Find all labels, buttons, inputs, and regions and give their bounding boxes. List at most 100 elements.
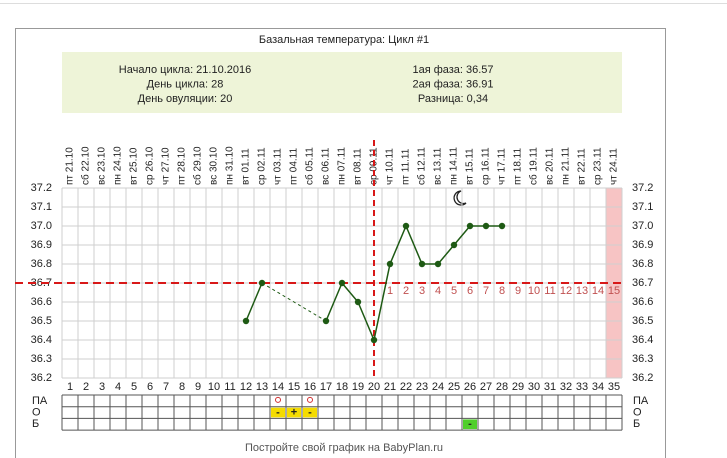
footer: Постройте свой график на BabyPlan.ru	[245, 442, 443, 454]
row-cell	[287, 407, 301, 418]
date-label: чт 24.11	[609, 148, 620, 185]
date-label: сб 22.10	[80, 146, 92, 185]
x-tick-label: 10	[208, 381, 220, 393]
phase2-label: 7	[483, 285, 489, 297]
y-tick-label-right: 36.8	[632, 258, 653, 270]
temperature-point	[322, 317, 330, 325]
x-tick-label: 13	[256, 381, 268, 393]
x-tick-label: 2	[83, 381, 89, 393]
x-tick-label: 7	[163, 381, 169, 393]
temperature-point	[466, 222, 474, 230]
info-text: Разница: 0,34	[418, 93, 488, 105]
date-label: сб 19.11	[528, 147, 540, 185]
temperature-line	[245, 282, 263, 322]
x-tick-label: 22	[400, 381, 412, 393]
y-tick-label-right: 37.0	[632, 220, 653, 232]
temperature-point	[418, 260, 426, 268]
temperature-point	[338, 279, 346, 287]
gap-bridge	[261, 282, 327, 322]
row-label: Б	[32, 418, 39, 430]
x-tick-label: 32	[560, 381, 572, 393]
date-label: чт 03.11	[273, 148, 284, 185]
date-label: вс 20.11	[545, 147, 556, 185]
date-label: пт 11.11	[401, 148, 412, 185]
x-tick-label: 24	[432, 381, 444, 393]
phase2-label: 1	[387, 285, 393, 297]
phase2-label: 13	[576, 285, 588, 297]
date-label: вс 30.10	[209, 147, 220, 185]
row-symbol	[275, 396, 281, 403]
temperature-point	[354, 298, 362, 306]
chart-title: Базальная температура: Цикл #1	[259, 34, 429, 46]
date-label: пн 14.11	[449, 147, 460, 185]
x-tick-label: 28	[496, 381, 508, 393]
y-tick-label: 36.6	[31, 296, 52, 308]
temperature-point	[450, 241, 458, 249]
date-label: чт 17.11	[497, 148, 508, 185]
date-label: пн 07.11	[337, 147, 348, 185]
phase2-label: 2	[403, 285, 409, 297]
temperature-point	[370, 336, 378, 344]
y-tick-label-right: 36.9	[632, 239, 653, 251]
row-text: -	[276, 406, 280, 418]
temperature-point	[242, 317, 250, 325]
y-tick-label: 36.3	[31, 353, 52, 365]
row-text: -	[468, 418, 472, 430]
temperature-point	[258, 279, 266, 287]
date-label: вт 25.10	[129, 147, 140, 185]
y-tick-label: 37.2	[31, 182, 52, 194]
temperature-point	[402, 222, 410, 230]
date-label: сб 29.10	[192, 146, 204, 185]
x-tick-label: 23	[416, 381, 428, 393]
x-tick-label: 9	[195, 381, 201, 393]
y-tick-label-right: 36.5	[632, 315, 653, 327]
date-label: пн 24.10	[113, 146, 124, 185]
row-text: -	[308, 406, 312, 418]
frame	[15, 28, 666, 458]
temperature-point	[386, 260, 394, 268]
date-label: ср 16.11	[481, 147, 492, 185]
date-label: вт 22.11	[577, 148, 588, 185]
info-text: Начало цикла: 21.10.2016	[119, 64, 251, 76]
date-label: ср 02.11	[257, 147, 268, 185]
x-tick-label: 35	[608, 381, 620, 393]
info-text: День цикла: 28	[147, 78, 224, 90]
phase2-label: 14	[592, 285, 604, 297]
info-box	[62, 52, 622, 113]
x-tick-label: 1	[67, 381, 73, 393]
x-tick-label: 27	[480, 381, 492, 393]
phase2-label: 5	[451, 285, 457, 297]
row-label: О	[32, 406, 41, 418]
x-tick-label: 18	[336, 381, 348, 393]
date-label: ср 23.11	[593, 147, 604, 185]
date-label: вс 13.11	[433, 147, 444, 185]
date-label: чт 10.11	[385, 148, 396, 185]
info-text: 1ая фаза: 36.57	[412, 64, 493, 76]
y-tick-label: 36.9	[31, 239, 52, 251]
phase2-label: 4	[435, 285, 441, 297]
y-tick-label-right: 37.2	[632, 182, 653, 194]
date-label: вт 01.11	[241, 148, 252, 185]
x-tick-label: 4	[115, 381, 121, 393]
date-label: пт 04.11	[289, 148, 300, 185]
date-label: сб 12.11	[416, 147, 428, 185]
y-tick-label-right: 36.6	[632, 296, 653, 308]
x-tick-label: 12	[240, 381, 252, 393]
x-tick-label: 31	[544, 381, 556, 393]
y-tick-label: 36.8	[31, 258, 52, 270]
temperature-point	[482, 222, 490, 230]
y-tick-label-right: 36.2	[632, 372, 653, 384]
phase2-label: 8	[499, 285, 505, 297]
x-tick-label: 5	[131, 381, 137, 393]
x-tick-label: 21	[384, 381, 396, 393]
y-tick-label-right: 36.7	[632, 277, 653, 289]
x-tick-label: 20	[368, 381, 380, 393]
date-label: пт 18.11	[513, 148, 524, 185]
y-tick-label-right: 37.1	[632, 201, 653, 213]
x-tick-label: 14	[272, 381, 284, 393]
moon-icon	[453, 190, 467, 206]
x-tick-label: 30	[528, 381, 540, 393]
y-tick-label: 36.5	[31, 315, 52, 327]
y-tick-label: 37.0	[31, 220, 52, 232]
x-tick-label: 16	[304, 381, 316, 393]
